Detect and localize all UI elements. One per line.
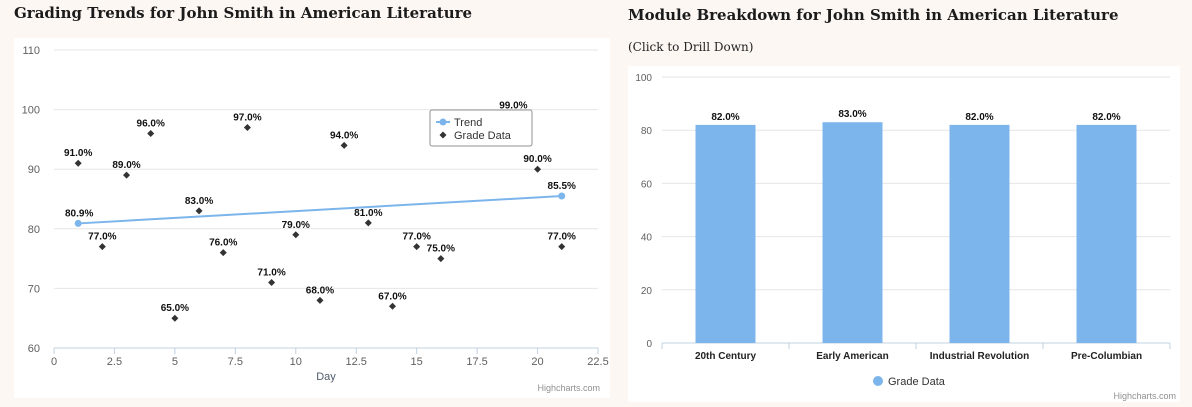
x-tick-label: 20 <box>531 356 543 368</box>
bar-data-label: 82.0% <box>965 112 993 123</box>
grade-point[interactable] <box>437 255 445 263</box>
grade-point[interactable] <box>147 129 155 137</box>
grade-point[interactable] <box>98 243 106 251</box>
grade-data-label: 77.0% <box>88 232 116 243</box>
grade-point[interactable] <box>74 159 82 167</box>
x-tick-label: 7.5 <box>228 356 243 368</box>
x-tick-label: 22.5 <box>587 356 608 368</box>
category-label[interactable]: Industrial Revolution <box>930 351 1029 362</box>
grade-point[interactable] <box>534 165 542 173</box>
grading-trends-svg: 60 70 80 90 100 110 0 2.5 5 7.5 10 12.5 15 17.5 20 22.5… <box>22 45 609 393</box>
legend-box <box>429 109 533 147</box>
grade-data-label: 65.0% <box>161 303 189 314</box>
category-label[interactable]: Pre-Columbian <box>1071 351 1142 362</box>
grade-data-label: 77.0% <box>548 232 576 243</box>
module-breakdown-chart[interactable]: 0 20 40 60 80 100 82.0% 20th Century 83.0% Early … <box>628 66 1180 402</box>
grade-data-label: 76.0% <box>209 238 237 249</box>
highcharts-credit[interactable]: Highcharts.com <box>1113 391 1176 401</box>
highcharts-credit[interactable]: Highcharts.com <box>537 383 600 393</box>
legend-grade-marker <box>439 131 447 139</box>
x-tick-label: 0 <box>51 356 57 368</box>
grade-data-label: 89.0% <box>112 160 140 171</box>
grade-point[interactable] <box>123 171 131 179</box>
x-axis-title: Day <box>316 371 336 383</box>
bar-data-label: 82.0% <box>711 112 739 123</box>
grade-data-label: 79.0% <box>282 220 310 231</box>
grade-point[interactable] <box>316 296 324 304</box>
trend-point <box>74 219 82 227</box>
bar-data-label: 82.0% <box>1092 112 1120 123</box>
y-tick-label: 100 <box>22 105 40 117</box>
legend-grade-label[interactable]: Grade Data <box>454 130 512 142</box>
legend-grade-label[interactable]: Grade Data <box>888 376 946 388</box>
bar-data-label: 83.0% <box>838 109 866 120</box>
grade-data-label: 77.0% <box>402 232 430 243</box>
y-tick-label: 100 <box>635 73 652 84</box>
y-tick-label: 60 <box>641 179 653 190</box>
grade-point[interactable] <box>364 219 372 227</box>
trend-line <box>78 195 562 225</box>
grade-data-label: 96.0% <box>137 118 165 129</box>
grade-point[interactable] <box>195 207 203 215</box>
legend-trend-label[interactable]: Trend <box>454 117 482 129</box>
x-tick-label: 10 <box>290 356 302 368</box>
grade-point[interactable] <box>171 314 179 322</box>
y-tick-label: 70 <box>28 283 40 295</box>
trend-data-label: 85.5% <box>548 181 576 192</box>
grade-point[interactable] <box>340 141 348 149</box>
grade-data-label: 71.0% <box>257 267 285 278</box>
y-tick-label: 40 <box>641 233 653 244</box>
grade-data-label: 68.0% <box>306 285 334 296</box>
y-tick-label: 110 <box>22 45 40 57</box>
module-bar[interactable] <box>822 122 883 343</box>
grade-point[interactable] <box>558 243 566 251</box>
grading-trends-title: Grading Trends for John Smith in America… <box>14 4 473 22</box>
x-tick-label: 15 <box>411 356 423 368</box>
y-tick-label: 20 <box>641 286 653 297</box>
grade-data-label: 75.0% <box>427 244 455 255</box>
y-tick-label: 60 <box>28 343 40 355</box>
grade-data-label: 97.0% <box>233 112 261 123</box>
grade-point[interactable] <box>243 123 251 131</box>
y-tick-label: 0 <box>646 339 652 350</box>
module-bar[interactable] <box>695 124 756 343</box>
module-breakdown-svg: 0 20 40 60 80 100 82.0% 20th Century 83.0% Early … <box>635 73 1176 401</box>
grade-data-label: 67.0% <box>378 291 406 302</box>
legend-trend-marker <box>439 118 447 126</box>
legend-grade-marker <box>873 376 883 386</box>
grade-point[interactable] <box>413 243 421 251</box>
grade-point[interactable] <box>268 278 276 286</box>
trend-data-label: 80.9% <box>65 208 93 219</box>
y-tick-label: 80 <box>28 224 40 236</box>
drill-down-hint: (Click to Drill Down) <box>628 40 754 54</box>
grading-trends-chart: 60 70 80 90 100 110 0 2.5 5 7.5 10 12.5 15 17.5 20 22.5… <box>14 38 610 398</box>
module-bar[interactable] <box>1076 124 1137 343</box>
grade-point[interactable] <box>388 302 396 310</box>
category-label[interactable]: Early American <box>816 351 888 362</box>
y-tick-label: 90 <box>28 164 40 176</box>
module-bar[interactable] <box>949 124 1010 343</box>
trend-point <box>558 192 566 200</box>
x-tick-label: 17.5 <box>466 356 487 368</box>
grade-data-label: 91.0% <box>64 148 92 159</box>
x-tick-label: 12.5 <box>346 356 367 368</box>
category-label[interactable]: 20th Century <box>695 351 757 362</box>
y-tick-label: 80 <box>641 126 653 137</box>
grade-data-label: 94.0% <box>330 130 358 141</box>
module-breakdown-title: Module Breakdown for John Smith in Ameri… <box>628 6 1119 24</box>
grade-point[interactable] <box>292 231 300 239</box>
grade-data-label: 83.0% <box>185 196 213 207</box>
grade-data-label: 99.0% <box>499 101 527 112</box>
grade-data-label: 81.0% <box>354 208 382 219</box>
x-tick-label: 5 <box>172 356 178 368</box>
grade-point[interactable] <box>219 249 227 257</box>
x-tick-label: 2.5 <box>107 356 122 368</box>
grade-data-label: 90.0% <box>523 154 551 165</box>
